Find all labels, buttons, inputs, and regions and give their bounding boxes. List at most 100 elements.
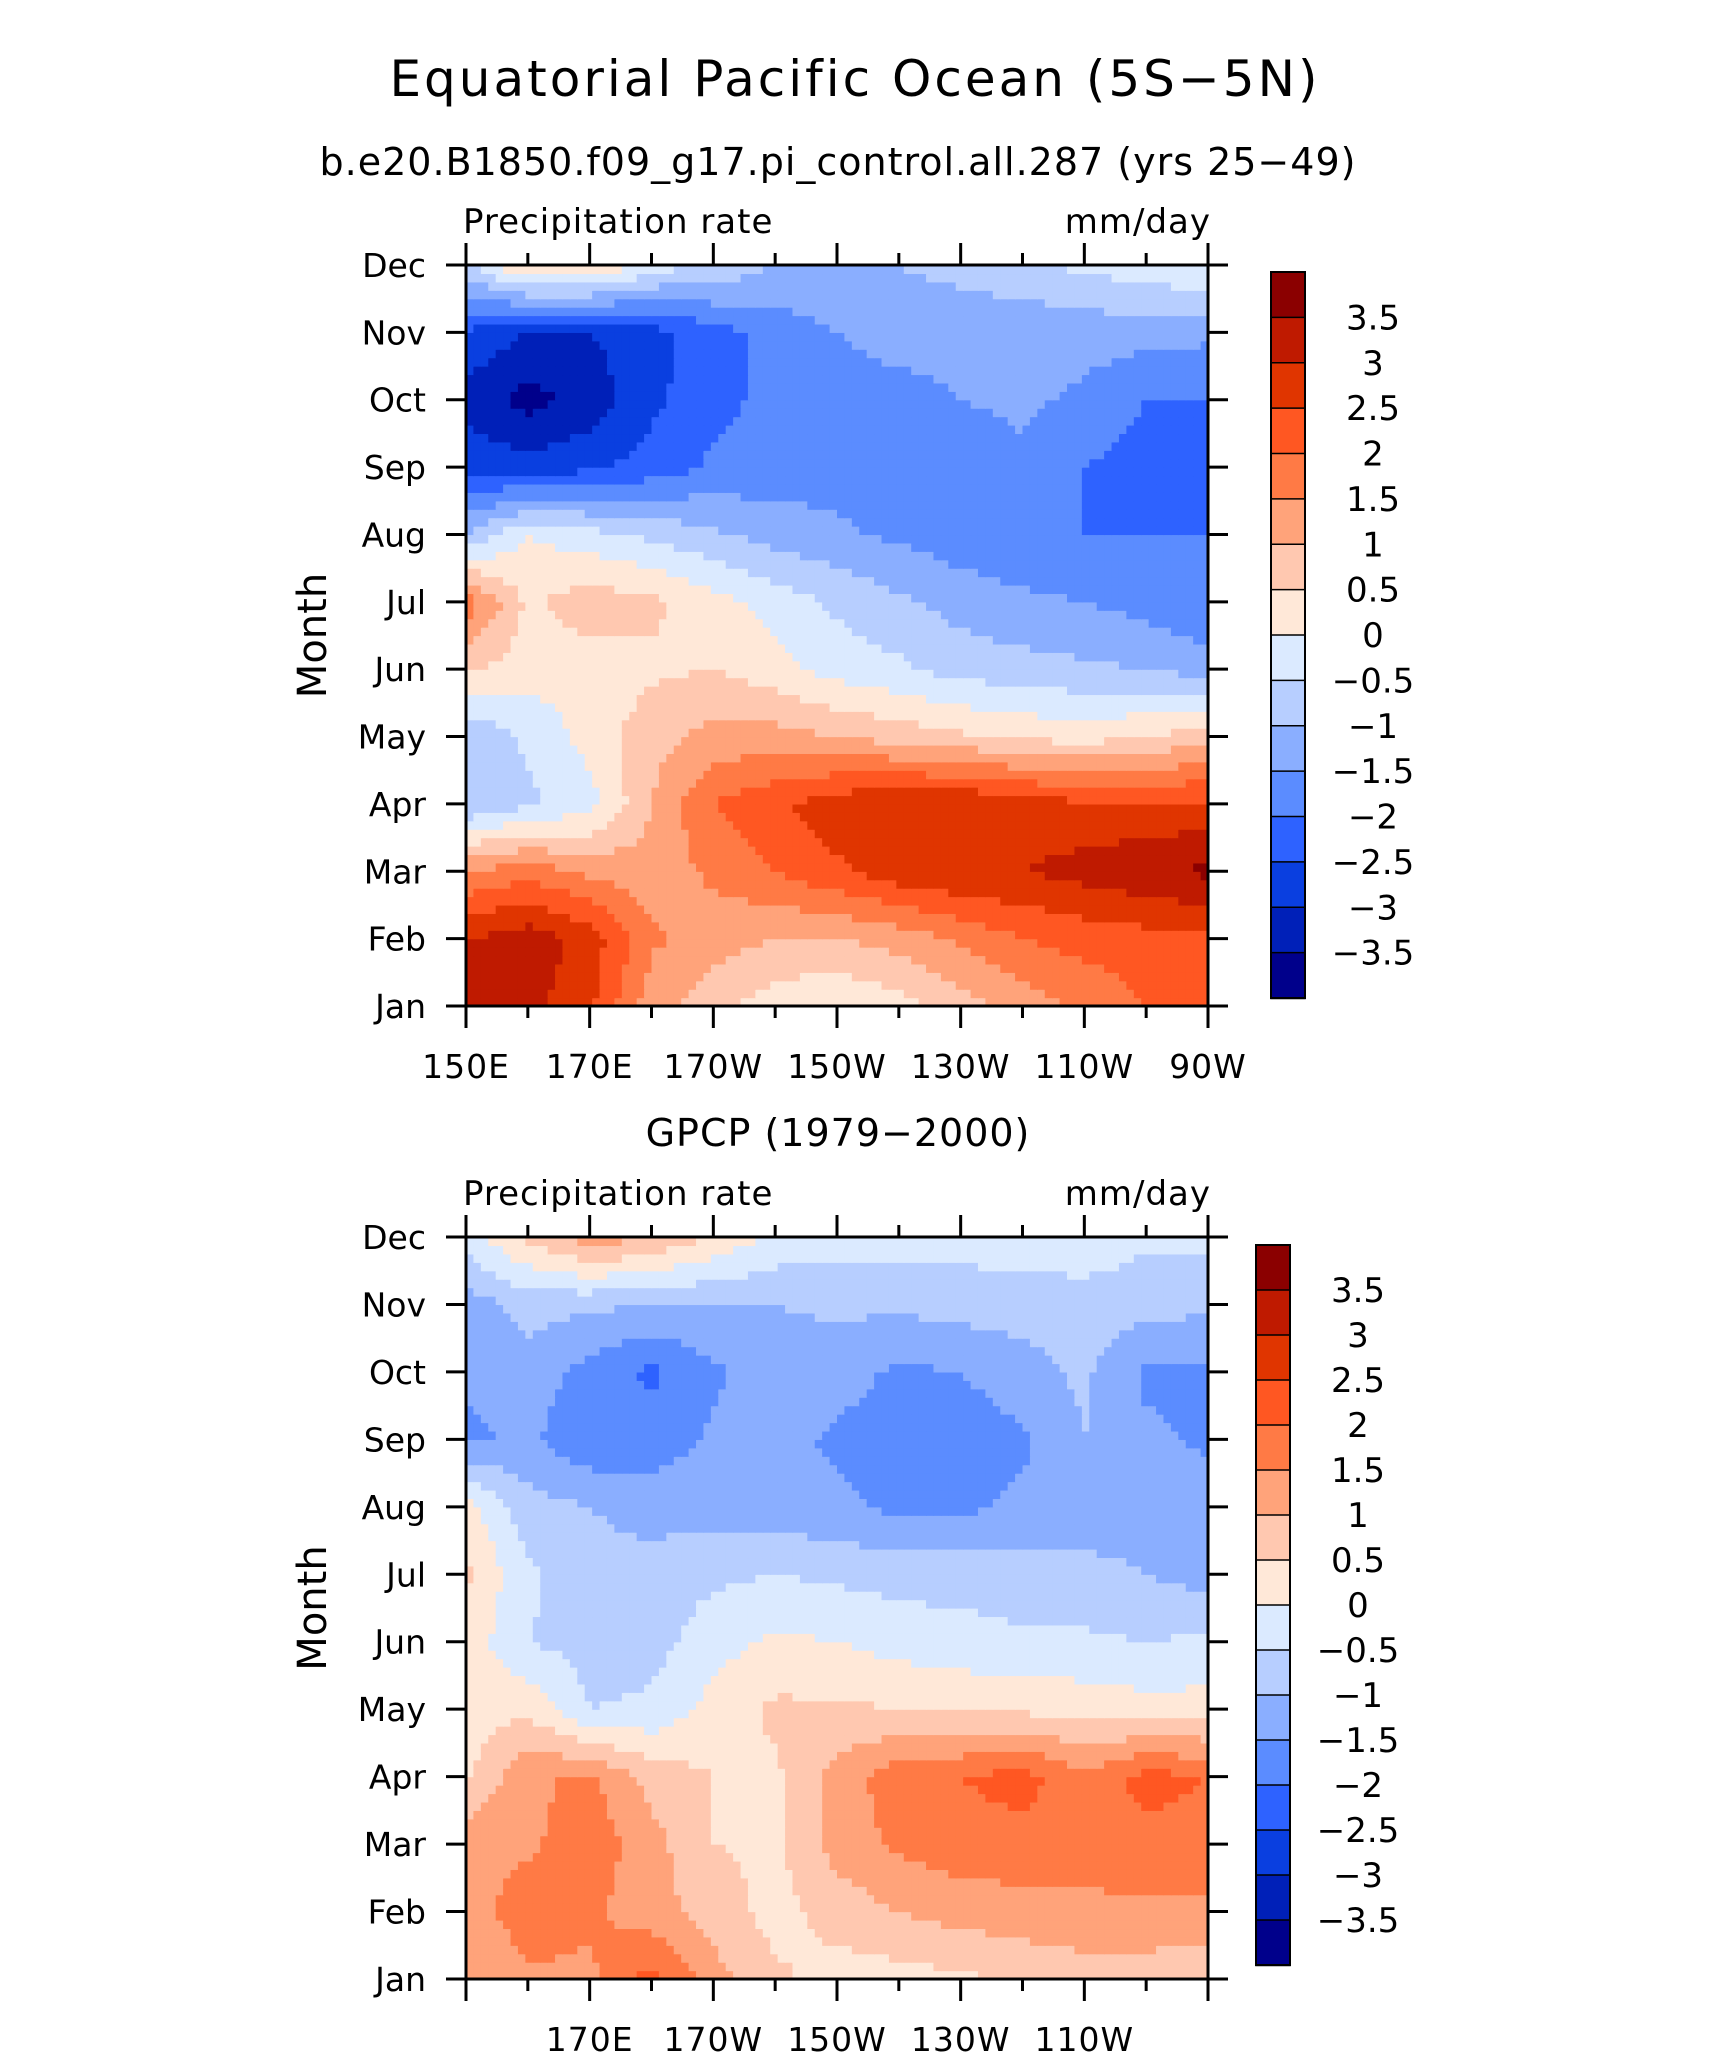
field-cell [466,601,475,611]
field-cell [918,584,927,594]
field-cell [547,820,556,830]
field-cell [666,584,675,594]
field-cell [1007,728,1016,738]
field-cell [940,736,949,746]
field-cell [777,635,786,645]
field-cell [562,963,571,973]
field-cell [725,837,734,847]
field-cell [1037,803,1046,813]
field-cell [940,795,949,805]
field-cell [874,938,883,948]
field-cell [658,652,667,662]
field-cell [718,770,727,780]
field-cell [1104,829,1113,839]
field-cell [577,812,586,822]
field-cell [658,989,667,999]
field-cell [562,862,571,872]
field-cell [517,989,526,999]
field-cell [1133,980,1142,990]
field-cell [495,660,504,670]
field-cell [896,761,905,771]
field-cell [977,921,986,931]
field-cell [822,997,831,1007]
field-cell [874,812,883,822]
field-cell [673,753,682,763]
field-cell [510,736,519,746]
field-cell [488,744,497,754]
field-cell [688,711,697,721]
field-cell [710,736,719,746]
field-cell [1163,778,1172,788]
field-cell [814,989,823,999]
field-cell [1156,593,1165,603]
field-cell [992,955,1001,965]
field-cell [540,761,549,771]
field-cell [1074,888,1083,898]
field-cell [681,888,690,898]
field-cell [911,593,920,603]
field-cell [866,812,875,822]
field-cell [1089,770,1098,780]
field-cell [955,728,964,738]
field-cell [1015,980,1024,990]
field-cell [1185,593,1194,603]
field-cell [1067,829,1076,839]
field-cell [1111,778,1120,788]
field-cell [1074,963,1083,973]
field-cell [911,601,920,611]
field-cell [614,812,623,822]
field-cell [896,652,905,662]
field-cell [1044,812,1053,822]
field-cell [985,643,994,653]
field-cell [718,913,727,923]
field-cell [584,972,593,982]
field-cell [747,660,756,670]
field-cell [614,947,623,957]
field-cell [1185,795,1194,805]
field-cell [1096,736,1105,746]
field-cell [517,702,526,712]
field-cell [859,997,868,1007]
field-cell [1185,711,1194,721]
field-cell [807,896,816,906]
field-cell [1193,601,1202,611]
field-cell [837,930,846,940]
field-cell [636,938,645,948]
field-cell [1193,702,1202,712]
field-cell [1089,795,1098,805]
field-cell [963,846,972,856]
field-cell [762,787,771,797]
field-cell [681,652,690,662]
field-cell [970,997,979,1007]
field-cell [1185,980,1194,990]
field-cell [970,627,979,637]
field-cell [696,601,705,611]
field-cell [473,972,482,982]
field-cell [681,997,690,1007]
field-cell [1044,854,1053,864]
field-cell [829,854,838,864]
field-cell [1022,627,1031,637]
field-cell [703,610,712,620]
field-cell [955,686,964,696]
field-cell [829,955,838,965]
field-cell [562,997,571,1007]
field-cell [488,652,497,662]
field-cell [1104,736,1113,746]
field-cell [1133,778,1142,788]
field-cell [525,787,534,797]
field-cell [725,972,734,982]
field-cell [918,972,927,982]
field-cell [881,846,890,856]
field-cell [807,795,816,805]
field-cell [569,584,578,594]
field-cell [1163,963,1172,973]
field-cell [1193,972,1202,982]
field-cell [666,787,675,797]
field-cell [799,618,808,628]
field-cell [1081,778,1090,788]
field-cell [1111,610,1120,620]
field-cell [1170,601,1179,611]
field-cell [1067,643,1076,653]
field-cell [822,711,831,721]
